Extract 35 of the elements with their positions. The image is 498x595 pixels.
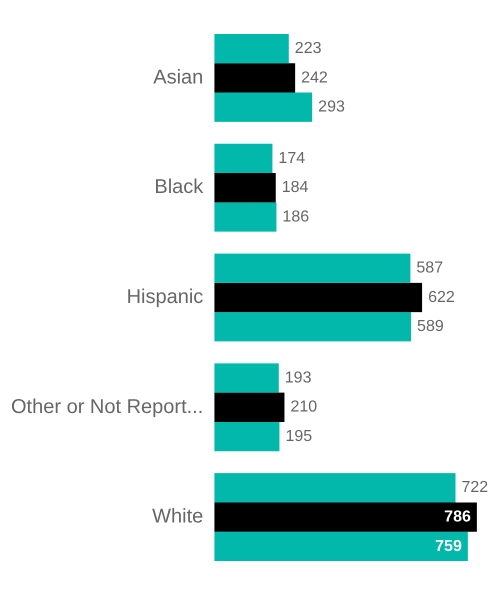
bar <box>214 254 410 283</box>
data-label: 587 <box>416 260 444 277</box>
data-label: 589 <box>417 318 444 336</box>
y-tick-label: White <box>152 506 204 528</box>
bar <box>214 202 276 232</box>
bar <box>214 363 279 393</box>
data-label: 174 <box>278 150 306 167</box>
bar <box>214 63 296 93</box>
bar <box>214 392 284 422</box>
data-label: 293 <box>318 98 345 116</box>
y-tick-label: Other or Not Report... <box>11 396 204 418</box>
y-tick-label: Asian <box>153 66 204 88</box>
data-label: 184 <box>282 179 309 196</box>
bar <box>214 282 422 312</box>
data-label: 786 <box>444 508 471 526</box>
data-label: 210 <box>290 398 318 416</box>
data-label: 242 <box>301 69 328 86</box>
data-label: 722 <box>461 479 488 496</box>
bar <box>214 312 412 342</box>
data-label: 186 <box>282 208 310 226</box>
data-label: 223 <box>294 40 322 58</box>
y-tick-label: Hispanic <box>126 286 204 308</box>
data-label: 622 <box>428 288 455 306</box>
bar <box>214 92 312 122</box>
data-label: 193 <box>284 369 312 386</box>
bar <box>214 144 272 174</box>
data-label: 195 <box>285 428 312 445</box>
y-tick-label: Black <box>154 176 204 198</box>
bar <box>214 473 456 502</box>
bar <box>214 34 289 64</box>
bar <box>214 422 280 452</box>
bar <box>214 502 477 532</box>
data-label: 759 <box>435 538 462 555</box>
bar <box>214 532 468 562</box>
bar <box>214 173 276 202</box>
